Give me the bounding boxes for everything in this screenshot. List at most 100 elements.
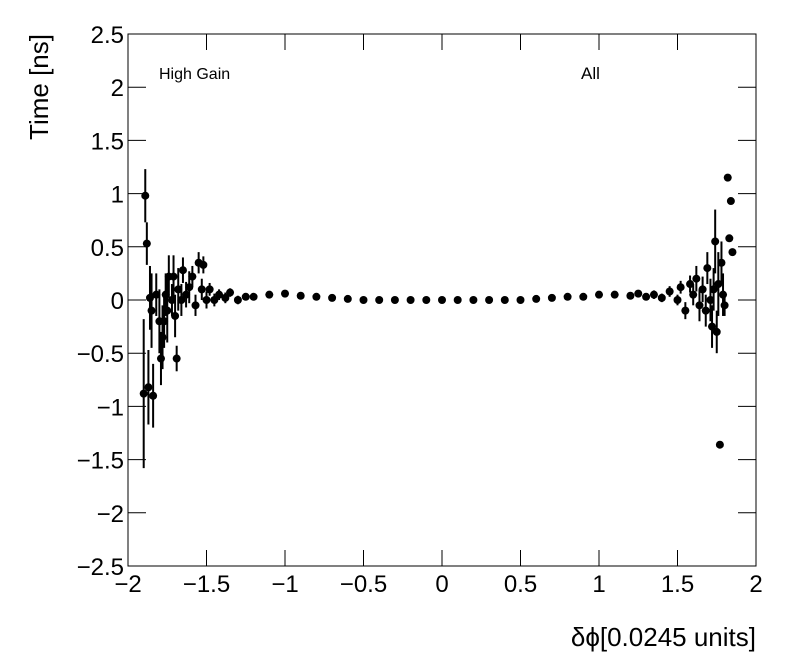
- point: [708, 322, 717, 331]
- point: [359, 296, 368, 304]
- annotation: All: [581, 64, 600, 83]
- point: [167, 296, 176, 304]
- point: [172, 354, 181, 363]
- point: [657, 293, 666, 302]
- point: [147, 306, 156, 315]
- point: [728, 248, 737, 257]
- point: [720, 301, 729, 310]
- point: [406, 296, 415, 304]
- point: [547, 293, 556, 302]
- point: [233, 296, 242, 304]
- point: [249, 292, 258, 301]
- point: [698, 285, 707, 294]
- y-tick-label: 2: [111, 75, 124, 102]
- y-tick-label: −0.5: [77, 341, 124, 368]
- point: [174, 285, 183, 294]
- point: [182, 290, 191, 299]
- y-tick-label: −1.5: [77, 448, 124, 475]
- point: [485, 296, 494, 304]
- point: [712, 327, 721, 336]
- y-tick-label: −2: [97, 501, 124, 528]
- point: [178, 266, 187, 275]
- point: [163, 306, 172, 315]
- point: [689, 290, 698, 299]
- y-axis-label: Time [ns]: [24, 34, 54, 140]
- point: [156, 354, 165, 363]
- point: [695, 301, 704, 310]
- point: [725, 234, 734, 243]
- point: [281, 289, 289, 298]
- point: [516, 296, 525, 304]
- point: [197, 285, 206, 294]
- point: [390, 296, 399, 304]
- point: [706, 296, 715, 304]
- y-tick-label: 2.5: [91, 22, 124, 49]
- point: [144, 383, 153, 392]
- point: [152, 290, 161, 299]
- point: [343, 294, 352, 303]
- point: [171, 311, 180, 320]
- point: [626, 291, 635, 300]
- point: [726, 197, 735, 206]
- point: [210, 296, 219, 304]
- point: [715, 440, 724, 449]
- point: [610, 290, 619, 299]
- x-tick-label: 1: [592, 571, 605, 598]
- point: [676, 283, 685, 292]
- point: [149, 391, 158, 400]
- point: [692, 274, 701, 283]
- point: [199, 260, 208, 269]
- y-tick-label: 0: [111, 288, 124, 315]
- point: [717, 258, 726, 267]
- y-tick-label: −2.5: [77, 554, 124, 581]
- point: [215, 290, 224, 299]
- point: [188, 272, 197, 281]
- point: [703, 264, 712, 273]
- point: [160, 317, 169, 326]
- x-tick-label: 0: [435, 571, 448, 598]
- point: [177, 296, 186, 304]
- point: [701, 306, 710, 315]
- point: [265, 290, 274, 299]
- point: [139, 389, 148, 398]
- point: [141, 191, 150, 200]
- point: [202, 296, 211, 304]
- x-tick-label: 0.5: [504, 571, 537, 598]
- point: [681, 306, 690, 315]
- point: [422, 296, 431, 304]
- x-tick-label: −1.5: [183, 571, 230, 598]
- y-tick-label: 1.5: [91, 128, 124, 155]
- point: [221, 293, 230, 302]
- point: [665, 287, 674, 296]
- point: [191, 301, 200, 310]
- point: [185, 283, 194, 292]
- y-tick-label: 0.5: [91, 235, 124, 262]
- point: [532, 294, 541, 303]
- y-tick-label: −1: [97, 394, 124, 421]
- annotation: High Gain: [159, 66, 230, 83]
- point: [169, 272, 178, 281]
- point: [595, 290, 603, 299]
- point: [711, 237, 720, 246]
- point: [719, 290, 728, 299]
- x-tick-label: −2: [114, 571, 141, 598]
- point: [714, 280, 723, 289]
- x-tick-label: 2: [749, 571, 762, 598]
- point: [686, 280, 695, 289]
- point: [205, 285, 214, 294]
- point: [709, 285, 718, 294]
- point: [142, 239, 151, 248]
- point: [312, 292, 321, 301]
- point: [673, 296, 682, 304]
- x-axis-label: δϕ[0.0245 units]: [571, 622, 756, 652]
- y-tick-label: 1: [111, 182, 124, 209]
- point: [241, 292, 250, 301]
- x-tick-label: −1: [271, 571, 298, 598]
- x-tick-label: 1.5: [661, 571, 694, 598]
- point: [579, 292, 588, 301]
- point: [563, 292, 572, 301]
- point: [328, 293, 337, 302]
- point: [634, 289, 643, 298]
- point: [469, 296, 478, 304]
